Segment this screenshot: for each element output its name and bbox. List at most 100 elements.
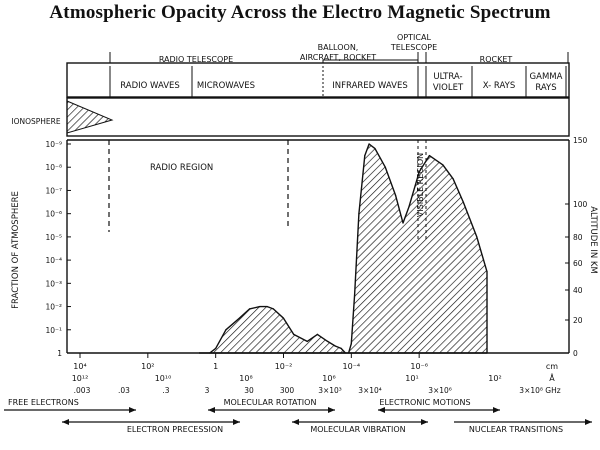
frequency-ticks: .003 .03 .3 3 30 300 3×10³ 3×10⁴ 3×10⁶ 3×10⁸ GHz: [74, 386, 561, 395]
frequency-tick-label: 30: [244, 386, 254, 395]
process-row-1: FREE ELECTRONS MOLECULAR ROTATION ELECTR…: [4, 398, 500, 413]
wavelength-angstrom-tick-label: 10¹²: [72, 374, 89, 383]
frequency-tick-label: 3×10³: [318, 386, 342, 395]
opacity-series-point: [259, 306, 261, 308]
opacity-series-point: [374, 148, 376, 150]
right-axis-tick-label: 40: [573, 286, 583, 295]
opacity-series-point: [238, 317, 240, 319]
right-axis-label: ALTITUDE IN KM: [588, 206, 598, 274]
opacity-series-point: [354, 294, 356, 296]
band-label-infrared-waves: INFRARED WAVES: [332, 81, 407, 91]
band-label-radio-waves: RADIO WAVES: [120, 81, 180, 91]
left-axis-tick-label: 10⁻⁷: [45, 186, 62, 195]
arrowhead: [378, 407, 385, 413]
band-label-gamma-rays: GAMMA RAYS: [530, 72, 563, 93]
opacity-series-point: [368, 143, 370, 145]
wavelength-cm-tick-label: 1: [213, 362, 218, 371]
process-label-electronic-motions: ELECTRONIC MOTIONS: [379, 398, 470, 407]
opacity-series-point: [384, 166, 386, 168]
opacity-series-point: [486, 271, 488, 273]
left-axis-tick-label: 10⁻⁸: [45, 163, 62, 172]
wavelength-cm-tick-label: 10²: [141, 362, 154, 371]
opacity-series-point: [293, 333, 295, 335]
left-axis-tick-label: 1: [57, 349, 62, 358]
opacity-series-point: [348, 352, 350, 354]
arrowhead: [493, 407, 500, 413]
opacity-series-point: [402, 222, 404, 224]
wavelength-angstrom-tick-label: 10⁸: [239, 374, 252, 383]
page-title: Atmospheric Opacity Across the Electro M…: [49, 2, 551, 23]
frequency-tick-label: .3: [162, 386, 169, 395]
frequency-tick-label: 3×10⁸ GHz: [519, 386, 560, 395]
left-axis-tick-label: 10⁻⁴: [45, 256, 62, 265]
left-axis-tick-label: 10⁻³: [45, 279, 62, 288]
opacity-series-point: [442, 164, 444, 166]
wavelength-cm-tick-label: 10⁻⁶: [410, 362, 428, 371]
band-label-x-rays: X- RAYS: [483, 81, 515, 91]
wavelength-angstrom-ticks: 10¹² 10¹⁰ 10⁸ 10⁶ 10¹ 10²: [72, 374, 502, 383]
wavelength-angstrom-tick-label: 10²: [488, 374, 501, 383]
left-axis-tick-label: 10⁻¹: [45, 326, 62, 335]
arrowhead: [292, 419, 299, 425]
arrowhead: [208, 407, 215, 413]
left-axis-tick-label: 10⁻⁵: [45, 233, 62, 242]
opacity-series-point: [266, 306, 268, 308]
process-label-free-electrons: FREE ELECTRONS: [8, 398, 79, 407]
arrowhead: [585, 419, 592, 425]
process-label-electron-precession: ELECTRON PRECESSION: [127, 425, 223, 434]
opacity-series-point: [316, 333, 318, 335]
platform-label-optical-telescope: OPTICAL TELESCOPE: [390, 33, 437, 52]
process-row-2: ELECTRON PRECESSION MOLECULAR VIBRATION …: [62, 419, 592, 434]
process-label-molecular-vibration: MOLECULAR VIBRATION: [310, 425, 405, 434]
wavelength-cm-tick-label: 10⁻²: [275, 362, 293, 371]
opacity-series-point: [462, 201, 464, 203]
arrowhead: [421, 419, 428, 425]
left-axis-label: FRACTION OF ATMOSPHERE: [11, 191, 21, 309]
spectrum-band-strip: [66, 62, 570, 98]
right-axis-tick-label: 80: [573, 233, 583, 242]
frequency-tick-label: 3×10⁶: [428, 386, 452, 395]
opacity-series-point: [198, 352, 201, 354]
opacity-series-point: [476, 236, 478, 238]
band-label-microwaves: MICROWAVES: [197, 81, 255, 91]
wavelength-unit-cm: cm: [546, 362, 558, 371]
opacity-series-point: [209, 352, 211, 354]
left-axis-ticks: 10⁻⁹ 10⁻⁸ 10⁻⁷ 10⁻⁶ 10⁻⁵ 10⁻⁴ 10⁻³ 10⁻² 10⁻¹ 1: [45, 140, 71, 358]
left-axis-tick-label: 10⁻²: [45, 303, 62, 312]
left-axis-tick-label: 10⁻⁶: [45, 210, 62, 219]
opacity-series-point: [452, 178, 454, 180]
radio-region-label: RADIO REGION: [150, 163, 213, 173]
right-axis-ticks: 150 100 80 60 40 20 0: [565, 136, 588, 358]
ionosphere-label: IONOSPHERE: [11, 117, 61, 126]
band-label-ultraviolet: ULTRA-VIOLET: [433, 72, 464, 93]
ionosphere-wedge: [66, 100, 114, 134]
arrowhead: [233, 419, 240, 425]
frequency-tick-label: .03: [118, 386, 130, 395]
opacity-series-point: [340, 347, 342, 349]
process-label-molecular-rotation: MOLECULAR ROTATION: [224, 398, 317, 407]
opacity-series-point: [428, 155, 430, 157]
opacity-series: [198, 143, 488, 354]
frequency-tick-label: 3×10⁴: [358, 386, 382, 395]
opacity-series-point: [306, 340, 308, 342]
opacity-series-point: [215, 347, 217, 349]
wavelength-angstrom-tick-label: 10¹⁰: [155, 374, 172, 383]
right-axis-tick-label: 100: [573, 200, 588, 209]
opacity-series-point: [350, 343, 352, 345]
wavelength-cm-ticks: 10⁴ 10² 1 10⁻² 10⁻⁴ 10⁻⁶: [73, 353, 428, 371]
opacity-series-point: [327, 340, 329, 342]
opacity-series-area: [198, 143, 488, 354]
opacity-series-point: [282, 317, 285, 319]
arrowhead: [129, 407, 136, 413]
opacity-series-point: [344, 352, 346, 354]
wavelength-angstrom-tick-label: 10⁶: [322, 374, 335, 383]
platform-label-radio-telescope: RADIO TELESCOPE: [159, 55, 233, 64]
process-label-nuclear-transitions: NUCLEAR TRANSITIONS: [469, 425, 563, 434]
opacity-series-point: [364, 155, 366, 157]
opacity-series-point: [334, 345, 336, 347]
opacity-series-point: [249, 308, 251, 310]
platform-label-rocket: ROCKET: [480, 55, 513, 64]
wavelength-angstrom-tick-label: 10¹: [405, 374, 418, 383]
frequency-tick-label: 3: [205, 386, 210, 395]
